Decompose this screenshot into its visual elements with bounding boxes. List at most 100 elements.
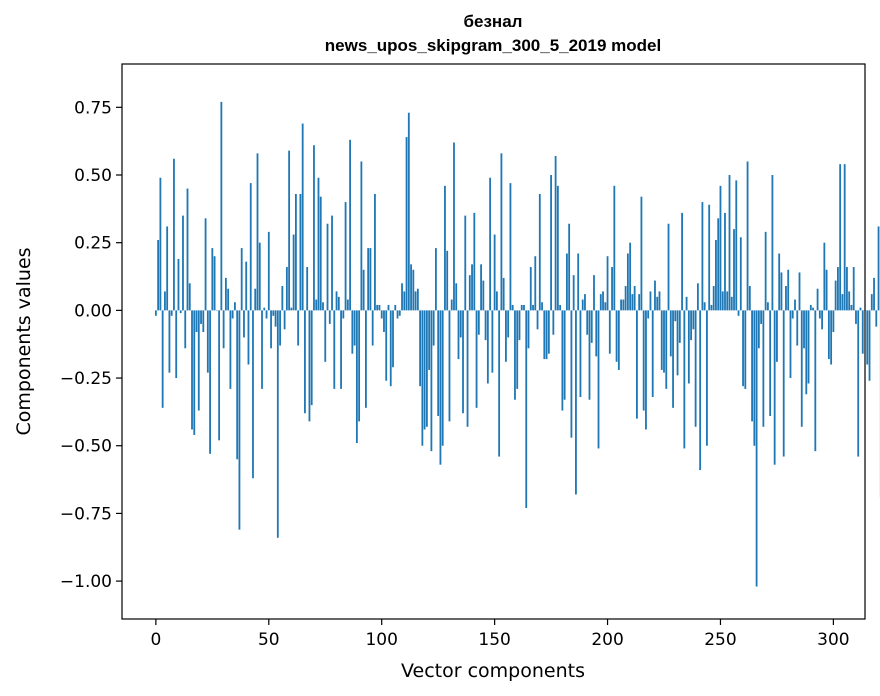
bar-component-48 — [263, 307, 266, 311]
bar-component-57 — [283, 310, 286, 330]
bar-component-129 — [446, 250, 449, 311]
bar-component-285 — [798, 272, 801, 311]
bar-component-3 — [161, 310, 164, 408]
bar-component-189 — [581, 299, 584, 311]
bar-component-308 — [850, 304, 853, 311]
bar-component-114 — [412, 269, 415, 311]
bar-component-212 — [633, 286, 636, 311]
bar-component-13 — [184, 310, 187, 349]
bar-component-151 — [495, 291, 498, 311]
bar-component-248 — [715, 239, 717, 311]
bar-component-117 — [419, 310, 422, 387]
bar-component-257 — [735, 180, 738, 311]
bar-component-249 — [717, 218, 720, 311]
bar-component-11 — [179, 310, 182, 314]
bar-component-90 — [358, 310, 361, 422]
bar-component-184 — [570, 310, 573, 438]
y-axis-ticks: 0.75 0.50 0.25 0.00 −0.25 −0.50 −0.75 −1.00 — [60, 98, 122, 592]
bar-component-54 — [276, 310, 279, 538]
bar-component-294 — [818, 310, 821, 319]
bar-component-108 — [398, 310, 401, 316]
bar-component-239 — [694, 310, 697, 427]
bar-component-146 — [484, 310, 487, 341]
bar-component-120 — [425, 310, 428, 427]
bar-component-137 — [464, 215, 467, 311]
bar-component-234 — [683, 310, 686, 449]
bar-component-122 — [430, 310, 433, 452]
bar-component-289 — [807, 310, 810, 384]
bar-component-311 — [857, 310, 860, 457]
bar-component-228 — [669, 310, 672, 357]
bar-component-135 — [459, 310, 462, 338]
bar-component-106 — [394, 304, 397, 311]
bar-component-279 — [785, 286, 787, 311]
bar-component-172 — [543, 310, 546, 360]
bar-component-140 — [471, 264, 473, 311]
plot-frame — [121, 63, 866, 620]
bar-component-167 — [532, 304, 534, 311]
bar-component-49 — [265, 310, 268, 319]
bar-component-162 — [520, 304, 523, 311]
bar-component-67 — [306, 267, 309, 311]
bar-component-15 — [188, 283, 191, 311]
bar-component-0 — [154, 310, 157, 316]
bar-component-35 — [234, 302, 236, 311]
bar-component-91 — [360, 161, 363, 311]
bar-component-148 — [489, 177, 492, 311]
bar-component-19 — [197, 310, 200, 411]
bar-component-97 — [374, 193, 376, 311]
bar-component-250 — [719, 185, 722, 311]
bar-component-292 — [814, 310, 817, 452]
bar-component-194 — [593, 275, 595, 311]
bar-component-25 — [211, 248, 214, 311]
x-tick-label: 0 — [150, 630, 161, 650]
bar-component-82 — [340, 310, 342, 389]
bar-component-56 — [281, 286, 284, 311]
bar-component-302 — [837, 267, 839, 311]
bar-component-80 — [335, 291, 338, 311]
bar-component-286 — [800, 310, 803, 427]
bar-component-261 — [744, 310, 747, 389]
bar-component-318 — [873, 277, 875, 311]
bar-component-42 — [249, 183, 252, 311]
bar-component-280 — [787, 269, 790, 311]
bar-component-215 — [640, 196, 643, 311]
bar-component-240 — [696, 283, 699, 311]
bar-component-291 — [812, 307, 814, 311]
bar-component-246 — [710, 304, 713, 311]
bar-component-222 — [656, 296, 659, 311]
bar-component-94 — [367, 248, 370, 311]
bar-component-170 — [538, 193, 541, 311]
bar-component-270 — [764, 231, 767, 311]
bar-component-199 — [604, 302, 607, 311]
y-tick-label: 0.25 — [74, 234, 112, 254]
bar-component-238 — [692, 310, 695, 330]
bar-component-83 — [342, 310, 345, 319]
y-tick-label: 0.00 — [74, 301, 112, 321]
bar-component-241 — [699, 310, 702, 471]
bar-component-258 — [737, 310, 740, 316]
bar-component-26 — [213, 256, 216, 311]
bar-component-85 — [346, 299, 349, 311]
bar-component-283 — [794, 299, 796, 311]
bar-component-24 — [209, 310, 211, 454]
bar-component-252 — [724, 212, 726, 311]
bar-component-260 — [742, 310, 744, 387]
bar-component-193 — [590, 310, 593, 343]
bar-component-18 — [195, 310, 198, 333]
bar-component-2 — [159, 177, 162, 311]
x-tick-label: 100 — [365, 630, 397, 650]
bar-component-171 — [541, 302, 543, 311]
bar-component-132 — [453, 142, 455, 311]
bar-component-47 — [261, 310, 263, 389]
bar-component-109 — [401, 283, 403, 311]
bar-component-84 — [344, 202, 347, 311]
bar-component-269 — [762, 310, 765, 427]
bar-component-277 — [780, 272, 783, 311]
bar-component-185 — [572, 275, 575, 311]
bar-component-255 — [730, 296, 733, 311]
bar-component-247 — [712, 286, 715, 311]
bar-component-43 — [252, 310, 254, 479]
bar-component-176 — [552, 310, 555, 335]
bar-component-268 — [760, 310, 763, 324]
